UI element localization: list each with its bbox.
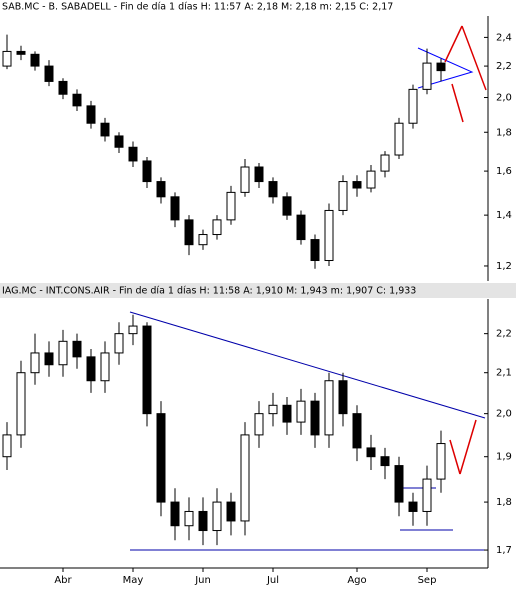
candle-body bbox=[128, 146, 138, 162]
candle-body bbox=[338, 181, 348, 211]
header-bar bbox=[0, 283, 516, 298]
candle-body bbox=[184, 510, 194, 527]
candle-body bbox=[58, 80, 68, 95]
candle-body bbox=[128, 325, 138, 335]
candle-body bbox=[268, 404, 278, 415]
candle-body bbox=[170, 501, 180, 527]
candle-body bbox=[366, 447, 376, 458]
y-tick-label: 1,8 bbox=[496, 497, 512, 508]
candle-body bbox=[30, 352, 40, 374]
arrow bbox=[459, 419, 477, 475]
y-tick-label: 1,7 bbox=[496, 545, 512, 556]
candle-body bbox=[100, 122, 110, 137]
candle-body bbox=[324, 380, 334, 436]
candle-body bbox=[408, 88, 418, 124]
candle-body bbox=[212, 501, 222, 532]
bottom-title: IAG.MC - INT.CONS.AIR - Fin de día 1 día… bbox=[2, 286, 416, 297]
candle-body bbox=[170, 196, 180, 221]
candle-body bbox=[422, 478, 432, 512]
top-title: SAB.MC - B. SABADELL - Fin de día 1 días… bbox=[2, 2, 393, 13]
candle-body bbox=[2, 50, 12, 67]
candle-body bbox=[310, 400, 320, 436]
candle-body bbox=[380, 154, 390, 172]
candle-body bbox=[44, 352, 54, 366]
candle-body bbox=[226, 191, 236, 221]
x-tick-label: May bbox=[123, 575, 144, 586]
x-tick-label: Ago bbox=[347, 575, 366, 586]
x-tick-label: Sep bbox=[418, 575, 437, 586]
candle-body bbox=[268, 181, 278, 198]
candle-body bbox=[296, 214, 306, 241]
candle-body bbox=[114, 333, 124, 354]
candle-body bbox=[142, 325, 152, 415]
candle-body bbox=[16, 50, 26, 55]
candle-body bbox=[352, 181, 362, 189]
candle-body bbox=[240, 434, 250, 522]
y-tick-label: 2,0 bbox=[496, 93, 512, 104]
candle-body bbox=[352, 413, 362, 449]
y-tick-label: 1,4 bbox=[496, 210, 512, 221]
arrow bbox=[449, 439, 461, 475]
candle-body bbox=[282, 404, 292, 423]
y-tick-label: 2,4 bbox=[496, 32, 512, 43]
y-tick-label: 2,2 bbox=[496, 61, 512, 72]
candle-body bbox=[184, 219, 194, 246]
candle-body bbox=[142, 160, 152, 183]
candle-body bbox=[226, 501, 236, 522]
candle-body bbox=[422, 62, 432, 90]
annotations bbox=[129, 25, 487, 551]
candle-body bbox=[198, 234, 208, 246]
y-tick-label: 1,2 bbox=[496, 261, 512, 272]
candle-body bbox=[58, 340, 68, 366]
candle-body bbox=[198, 510, 208, 532]
candle-body bbox=[156, 413, 166, 503]
candle-body bbox=[86, 356, 96, 382]
y-tick-label: 1,9 bbox=[496, 452, 512, 463]
candle-body bbox=[338, 380, 348, 415]
candle-body bbox=[44, 65, 54, 82]
x-tick-label: Abr bbox=[54, 575, 72, 586]
candle-body bbox=[16, 372, 26, 436]
candle-body bbox=[86, 105, 96, 124]
candle-body bbox=[114, 135, 124, 148]
triangle bbox=[417, 47, 474, 89]
candle-body bbox=[240, 166, 250, 193]
arrow bbox=[451, 83, 464, 123]
candle-body bbox=[212, 219, 222, 236]
candle-body bbox=[366, 170, 376, 189]
candle-body bbox=[2, 434, 12, 458]
candle-body bbox=[72, 340, 82, 358]
candle-body bbox=[30, 53, 40, 67]
arrow bbox=[461, 25, 487, 91]
candle-body bbox=[156, 181, 166, 198]
candle-body bbox=[100, 352, 110, 382]
candle-body bbox=[296, 400, 306, 423]
y-tick-label: 2,1 bbox=[496, 368, 512, 379]
candle-body bbox=[254, 413, 264, 436]
candle-body bbox=[282, 196, 292, 216]
y-tick-label: 1,8 bbox=[496, 127, 512, 138]
x-tick-label: Jun bbox=[194, 575, 211, 586]
candle-body bbox=[394, 122, 404, 156]
candle-body bbox=[310, 239, 320, 262]
y-tick-label: 2,0 bbox=[496, 409, 512, 420]
x-tick-label: Jul bbox=[266, 575, 279, 586]
candle-body bbox=[436, 443, 446, 480]
candle-body bbox=[394, 465, 404, 503]
candle-body bbox=[324, 209, 334, 262]
candle-body bbox=[254, 166, 264, 183]
candle-body bbox=[380, 456, 390, 467]
y-tick-label: 1,6 bbox=[496, 166, 512, 177]
candle-body bbox=[72, 93, 82, 107]
y-tick-label: 2,2 bbox=[496, 329, 512, 340]
candle-body bbox=[408, 501, 418, 512]
arrow bbox=[444, 25, 463, 63]
candle-body bbox=[436, 62, 446, 72]
trend-line bbox=[129, 311, 486, 419]
